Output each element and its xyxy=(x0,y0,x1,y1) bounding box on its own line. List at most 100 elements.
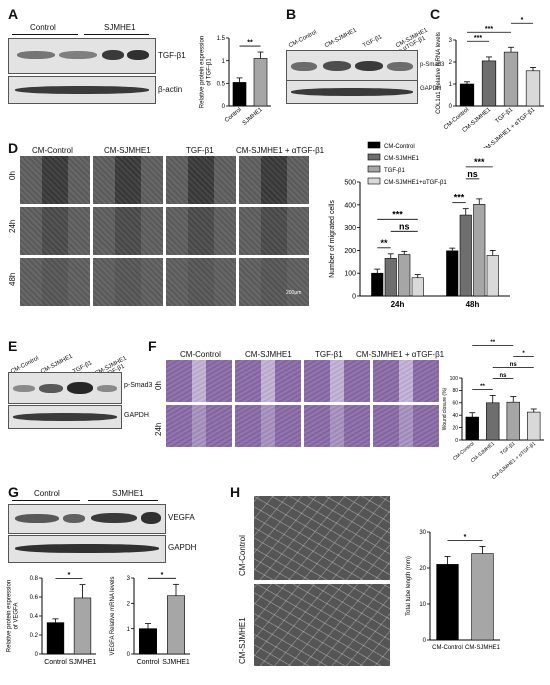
y-tick-label: 40 xyxy=(452,413,458,419)
sig-label: * xyxy=(68,572,71,579)
sig-label: * xyxy=(161,572,164,579)
sig-label: *** xyxy=(392,209,403,219)
bar xyxy=(253,58,268,107)
micro-f-col-4: CM-SJMHE1 + αTGF-β1 xyxy=(356,350,445,359)
sig-label: *** xyxy=(474,35,482,42)
x-tick-label: Control xyxy=(224,107,243,124)
y-tick-label: 60 xyxy=(452,401,458,407)
micro-d-cell-r1-c1 xyxy=(20,156,90,204)
y-tick-label: 0.8 xyxy=(30,576,39,582)
bar xyxy=(503,51,519,107)
blot-b-psmad3 xyxy=(286,50,418,82)
y-tick-label: 500 xyxy=(344,179,356,186)
micro-d-cell-r2-c1 xyxy=(20,207,90,255)
blot-g-group-line-sjmhe1 xyxy=(88,500,158,501)
y-tick-label: 80 xyxy=(452,388,458,394)
sig-label: ** xyxy=(380,238,388,248)
micro-d-cell-r2-c4 xyxy=(239,207,309,255)
y-tick-label: 0.2 xyxy=(30,633,39,639)
panel-label-a: A xyxy=(8,6,19,22)
micro-f-cell-r2-c1 xyxy=(166,405,232,447)
micro-f-row-2: 24h xyxy=(154,422,163,436)
x-tick-label: SJMHE1 xyxy=(162,659,190,666)
y-tick-label: 3 xyxy=(127,576,131,582)
micro-f-cell-r1-c3 xyxy=(304,360,370,402)
micro-f-cell-r1-c1 xyxy=(166,360,232,402)
x-tick-label: 48h xyxy=(466,300,480,309)
micro-d-col-4: CM-SJMHE1 + αTGF-β1 xyxy=(236,146,325,155)
chart-a: 0 0.5 1 1.5 Relative protein expressionof TG… xyxy=(199,36,271,127)
y-tick-label: 100 xyxy=(450,376,459,382)
legend-label: CM-SJMHE1+αTGF-β1 xyxy=(384,180,447,186)
blot-g-protein2: GAPDH xyxy=(168,543,197,552)
micro-f-scalebar: 200μm xyxy=(406,449,422,455)
micro-f-cell-r2-c3 xyxy=(304,405,370,447)
bar xyxy=(473,204,486,297)
blot-g-group-control: Control xyxy=(34,489,60,498)
x-tick-label: TGF-β1 xyxy=(494,107,514,125)
sig-label: ns xyxy=(467,169,478,179)
blot-e-protein2: GAPDH xyxy=(124,412,149,419)
y-tick-label: 10 xyxy=(419,602,426,608)
x-tick-label: Control xyxy=(137,659,160,666)
sig-label: *** xyxy=(454,193,465,203)
bar xyxy=(139,628,157,655)
y-tick-label: 3 xyxy=(449,38,453,44)
sig-label: ns xyxy=(499,373,507,379)
bar xyxy=(371,272,384,297)
blot-g-group-sjmhe1: SJMHE1 xyxy=(112,489,144,498)
bar xyxy=(527,411,541,441)
sig-label: ** xyxy=(247,40,253,47)
bar xyxy=(232,82,247,107)
legend-label: CM-Control xyxy=(384,144,415,150)
blot-b-lane-3: TGF-β1 xyxy=(362,34,384,50)
sig-label: * xyxy=(464,534,467,541)
bar xyxy=(459,214,472,297)
blot-b-protein2: GAPDH xyxy=(420,86,442,92)
micro-f-row-1: 0h xyxy=(154,381,163,390)
chart-h: 0 10 20 30 Total tube length (mm) CM-Control C… xyxy=(406,530,501,651)
y-tick-label: 0.5 xyxy=(217,81,226,87)
blot-a-group-sjmhe1: SJMHE1 xyxy=(104,23,136,32)
panel-label-c: C xyxy=(430,6,441,22)
bar xyxy=(436,564,459,641)
panel-label-b: B xyxy=(286,6,297,22)
panel-label-g: G xyxy=(8,484,19,500)
y-tick-label: 1 xyxy=(449,82,453,88)
sig-label: *** xyxy=(485,26,493,33)
blot-b-lane-1: CM-Control xyxy=(288,29,318,50)
legend-swatch xyxy=(367,165,381,173)
micro-d-col-1: CM-Control xyxy=(32,146,73,155)
sig-label: * xyxy=(522,351,525,357)
micro-d-cell-r1-c2 xyxy=(93,156,163,204)
legend-label: CM-SJMHE1 xyxy=(384,156,420,162)
y-tick-label: 20 xyxy=(452,425,458,431)
y-tick-label: 0 xyxy=(449,104,453,110)
blot-a-group-control: Control xyxy=(30,23,56,32)
micro-d-cell-r2-c2 xyxy=(93,207,163,255)
blot-b-lane-2: CM-SJMHE1 xyxy=(324,27,358,50)
sig-label: *** xyxy=(474,157,485,167)
y-tick-label: 0.4 xyxy=(30,614,39,620)
panel-label-e: E xyxy=(8,338,18,354)
y-tick-label: 0 xyxy=(127,652,131,658)
x-tick-label: 24h xyxy=(391,300,405,309)
legend-swatch xyxy=(367,177,381,185)
y-tick-label: 1 xyxy=(127,627,131,633)
micro-d-row-3: 48h xyxy=(8,272,17,286)
micro-d-row-2: 24h xyxy=(8,219,17,233)
legend-swatch xyxy=(367,141,381,149)
micro-h-row-2: CM-SJMHE1 xyxy=(238,617,247,664)
micro-d-row-1: 0h xyxy=(8,171,17,180)
legend-swatch xyxy=(367,153,381,161)
sig-label: ** xyxy=(480,384,485,390)
y-axis-label: Relative protein expressionof TGF-β1 xyxy=(199,36,212,108)
micro-d-col-3: TGF-β1 xyxy=(186,146,214,155)
x-tick-label: SJMHE1 xyxy=(69,659,97,666)
micro-f-cell-r2-c2 xyxy=(235,405,301,447)
blot-g-group-line-control xyxy=(12,500,80,501)
chart-d: 0 100 200 300 400 500 Number of migrated cells… xyxy=(329,141,510,309)
micro-f-cell-r1-c4 xyxy=(373,360,439,402)
